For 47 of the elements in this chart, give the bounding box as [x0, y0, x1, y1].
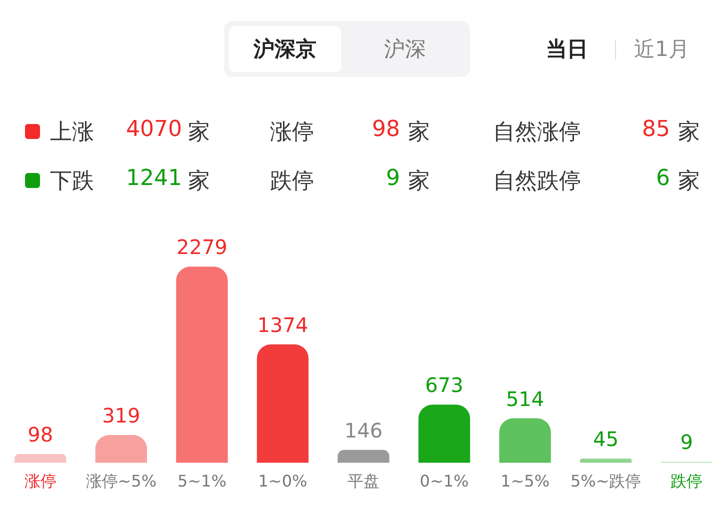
text: 当日 — [546, 36, 588, 63]
x-tick-label: 5~1% — [177, 472, 226, 491]
data-label: 146 — [344, 418, 383, 442]
text: 家 — [188, 168, 210, 196]
market-tabs: 沪深京 沪深 — [224, 21, 470, 77]
data-label: 98 — [28, 422, 54, 447]
text: 85 — [642, 117, 670, 142]
data-label: 9 — [680, 430, 693, 454]
data-label: 319 — [102, 404, 140, 428]
bar — [95, 435, 147, 463]
text: 上涨 — [50, 119, 94, 147]
text: 自然涨停 — [493, 119, 581, 147]
x-tick-label: 跌停 — [670, 472, 703, 491]
text: 涨停 — [270, 119, 314, 147]
text: 近1月 — [634, 36, 690, 63]
x-tick-label: 0~1% — [420, 472, 469, 491]
text: 4070 — [126, 117, 182, 142]
bar — [580, 458, 632, 463]
x-tick-label: 涨停 — [24, 472, 56, 491]
x-tick-label: 1~0% — [258, 472, 308, 491]
text: 家 — [408, 119, 430, 147]
text: 跌停 — [270, 168, 314, 196]
x-tick-label: 1~5% — [500, 472, 550, 491]
text: 9 — [386, 166, 400, 191]
text: 1241 — [126, 166, 182, 191]
text: 家 — [408, 168, 430, 196]
x-tick-label: 平盘 — [348, 472, 380, 491]
text: 家 — [678, 168, 700, 196]
x-tick-label: 5%~跌停 — [570, 472, 642, 491]
bar — [14, 454, 66, 463]
text: 6 — [656, 166, 670, 191]
bar — [176, 266, 228, 463]
text: 家 — [188, 119, 210, 147]
text: 98 — [372, 117, 400, 142]
data-label: 514 — [506, 386, 544, 411]
data-label: 2279 — [176, 235, 228, 260]
data-label: 45 — [593, 427, 619, 452]
text: 下跌 — [50, 168, 94, 196]
text: 自然跌停 — [493, 168, 581, 196]
bar — [418, 404, 470, 463]
x-tick-label: 涨停~5% — [86, 472, 157, 491]
bar — [338, 450, 390, 463]
bar — [499, 418, 551, 463]
data-label: 1374 — [257, 312, 308, 337]
data-label: 673 — [425, 373, 464, 398]
bar — [256, 344, 309, 463]
text: 家 — [678, 119, 700, 147]
